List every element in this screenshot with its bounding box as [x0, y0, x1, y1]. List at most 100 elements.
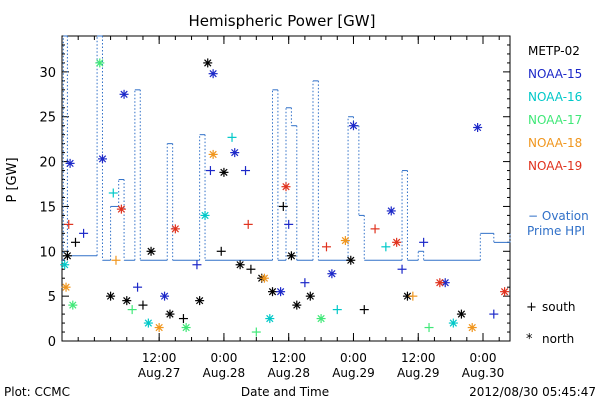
point-north	[327, 269, 337, 279]
y-tick-label: 30	[39, 66, 56, 81]
point-north	[208, 69, 218, 79]
legend: METP-02 NOAA-15 NOAA-16 NOAA-17 NOAA-18 NOAA-…	[526, 44, 589, 347]
point-north	[68, 300, 78, 310]
point-south	[489, 309, 499, 319]
point-south	[332, 305, 342, 315]
legend-entry: NOAA-16	[528, 90, 582, 104]
point-north	[346, 255, 356, 265]
point-north	[95, 58, 105, 68]
point-north	[97, 154, 107, 164]
point-north	[340, 236, 350, 246]
point-north	[119, 89, 129, 99]
point-south	[424, 323, 434, 333]
point-south	[216, 246, 226, 256]
point-south	[111, 255, 121, 265]
point-south	[243, 219, 253, 229]
point-south	[138, 300, 148, 310]
point-north	[235, 260, 245, 270]
x-tick-date-label: Aug.27	[138, 366, 181, 380]
point-north	[116, 204, 126, 214]
y-tick-label: 25	[39, 111, 56, 126]
x-tick-date-label: Aug.29	[397, 366, 440, 380]
point-north	[305, 291, 315, 301]
footer-timestamp: 2012/08/30 05:45:47	[469, 385, 596, 399]
legend-entry: NOAA-18	[528, 136, 582, 150]
point-north	[281, 182, 291, 192]
legend-symbol: *	[526, 332, 533, 347]
point-south	[192, 260, 202, 270]
point-north	[286, 251, 296, 261]
y-tick-label: 5	[48, 290, 56, 305]
point-south	[359, 305, 369, 315]
y-tick-label: 20	[39, 156, 56, 171]
legend-symbol-label: south	[542, 300, 576, 314]
point-north	[386, 206, 396, 216]
legend-entry: NOAA-17	[528, 113, 582, 127]
point-south	[419, 237, 429, 247]
x-tick-date-label: Aug.28	[203, 366, 246, 380]
point-south	[321, 242, 331, 252]
data-points	[60, 58, 510, 337]
point-north	[106, 291, 116, 301]
legend-symbol: +	[526, 300, 537, 315]
point-north	[265, 314, 275, 324]
chart-title: Hemispheric Power [GW]	[189, 12, 376, 30]
x-tick-time-label: 12:00	[271, 351, 306, 365]
point-north	[122, 296, 132, 306]
point-north	[259, 273, 269, 283]
y-tick-label: 15	[39, 200, 56, 215]
point-north	[473, 123, 483, 132]
y-tick-label: 10	[39, 245, 56, 260]
point-north	[160, 291, 170, 301]
legend-entry: METP-02	[528, 44, 580, 58]
point-south	[127, 305, 137, 315]
legend-entry: NOAA-15	[528, 67, 582, 81]
point-north	[268, 287, 278, 297]
legend-entry: NOAA-19	[528, 159, 582, 173]
point-north	[62, 251, 72, 261]
ovation-hpi-line	[62, 35, 511, 261]
footer-credit: Plot: CCMC	[4, 385, 70, 399]
point-south	[284, 219, 294, 229]
x-tick-time-label: 0:00	[210, 351, 237, 365]
point-north	[348, 121, 358, 131]
point-north	[143, 318, 153, 328]
legend-entry-hpi-line2: Prime HPI	[527, 224, 585, 238]
point-south	[178, 314, 188, 324]
point-south	[241, 166, 251, 176]
point-north	[65, 158, 75, 168]
x-tick-date-label: Aug.30	[462, 366, 505, 380]
x-tick-date-label: Aug.28	[267, 366, 310, 380]
x-tick-time-label: 0:00	[340, 351, 367, 365]
point-south	[133, 282, 143, 292]
point-south	[300, 278, 310, 288]
point-north	[60, 260, 70, 270]
point-north	[230, 148, 240, 158]
x-tick-time-label: 0:00	[470, 351, 497, 365]
point-south	[246, 264, 256, 274]
point-north	[181, 323, 191, 333]
point-north	[292, 300, 302, 310]
point-north	[435, 278, 445, 288]
point-north	[316, 314, 326, 324]
point-north	[448, 318, 458, 328]
y-tick-label: 0	[48, 335, 56, 350]
point-south	[227, 132, 237, 142]
point-north	[500, 287, 510, 297]
point-north	[195, 296, 205, 306]
point-south	[397, 264, 407, 274]
legend-symbol-label: north	[542, 332, 574, 346]
point-south	[70, 237, 80, 247]
x-tick-time-label: 12:00	[401, 351, 436, 365]
x-tick-time-label: 12:00	[142, 351, 177, 365]
axes: 05101520253012:00Aug.270:00Aug.2812:00Au…	[39, 36, 510, 380]
x-axis-label: Date and Time	[241, 385, 329, 399]
point-north	[154, 323, 164, 333]
point-north	[200, 210, 210, 220]
x-tick-date-label: Aug.29	[332, 366, 375, 380]
point-south	[108, 188, 118, 198]
point-north	[276, 287, 286, 297]
point-north	[219, 167, 229, 177]
point-south	[79, 228, 89, 238]
